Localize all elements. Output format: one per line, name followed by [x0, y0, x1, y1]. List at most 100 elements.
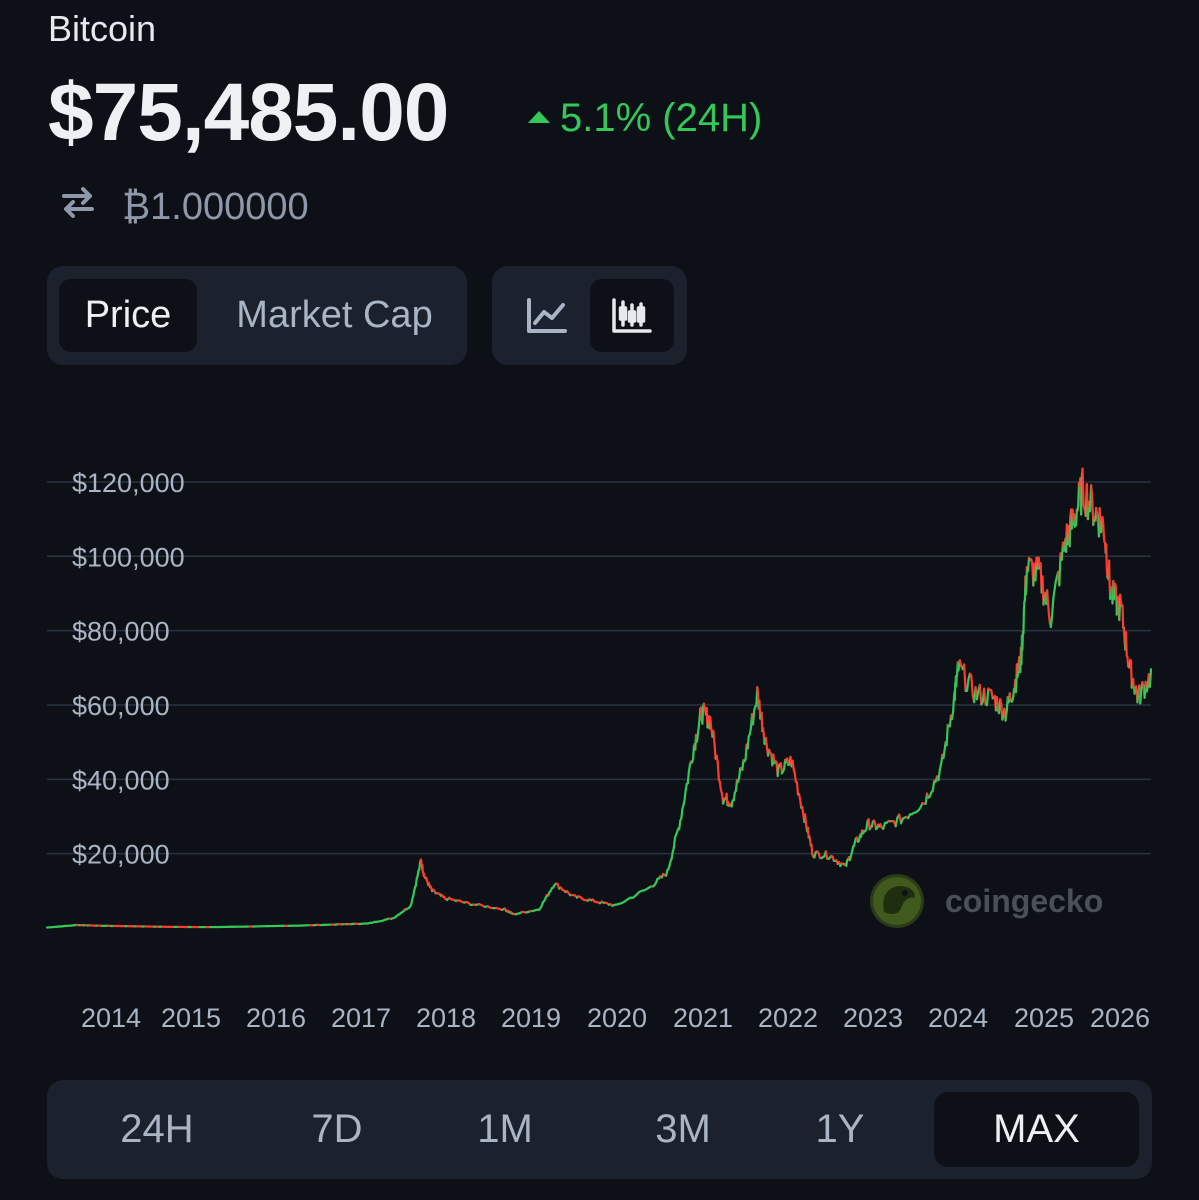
price-segment [1075, 508, 1078, 527]
x-tick-label: 2016 [246, 1003, 306, 1033]
price-segment [1046, 602, 1051, 617]
price-segment [732, 791, 736, 802]
price-chart[interactable]: $120,000 $100,000 $80,000 $60,000 $40,000 $20… [0, 440, 1199, 1040]
range-1y-button[interactable]: 1Y [815, 1107, 865, 1151]
price-segment [950, 710, 955, 720]
price-change-value: 5.1% (24H) [560, 96, 763, 140]
price-segment [1049, 614, 1054, 629]
watermark: coingecko [870, 874, 1103, 928]
price-segment [686, 770, 690, 785]
price-segment [978, 683, 983, 706]
price-segment [672, 836, 677, 849]
price-segment [709, 716, 713, 731]
tab-market-cap[interactable]: Market Cap [236, 294, 433, 336]
price-segment [1105, 543, 1108, 569]
price-segment [776, 763, 780, 778]
conversion-value: ₿1.000000 [122, 185, 309, 228]
price-segment [983, 687, 987, 706]
price-segment [894, 816, 899, 828]
y-tick-label: $120,000 [72, 468, 185, 498]
price-segment [1099, 519, 1103, 534]
price-segment [1080, 476, 1083, 516]
price-segment [1132, 678, 1135, 690]
x-tick-label: 2017 [331, 1003, 391, 1033]
price-segment [1101, 515, 1105, 525]
price-segment [414, 877, 418, 887]
price-segment [1107, 559, 1111, 586]
price-change: 5.1% (24H) [528, 96, 762, 141]
price-segment [1042, 596, 1046, 606]
price-segment [1124, 631, 1128, 657]
x-tick-label: 2014 [81, 1003, 141, 1033]
price-segment [1052, 589, 1056, 600]
price-segment [804, 813, 807, 823]
time-range-selector: 24H 7D 1M 3M 1Y MAX [47, 1080, 1152, 1179]
price-segment [680, 807, 684, 820]
price-segment [945, 723, 949, 747]
watermark-text: coingecko [945, 883, 1103, 919]
x-tick-label: 2025 [1014, 1003, 1074, 1033]
price-segment [1098, 507, 1102, 522]
y-tick-label: $80,000 [72, 617, 170, 647]
range-max-button[interactable]: MAX [934, 1092, 1139, 1167]
price-segment [995, 696, 1000, 713]
axis-edge-mask [1152, 1000, 1199, 1040]
price-segment [716, 760, 720, 781]
price-segment [804, 820, 808, 830]
y-tick-label: $40,000 [72, 765, 170, 795]
line-chart-button[interactable] [506, 279, 588, 352]
price-segment [1014, 683, 1018, 694]
x-tick-label: 2026 [1090, 1003, 1150, 1033]
price-segment [678, 819, 682, 831]
price-segment [990, 689, 994, 700]
price-segment [684, 782, 688, 792]
swap-icon[interactable] [58, 182, 98, 232]
price-segment [1096, 514, 1100, 527]
price-segment [687, 763, 692, 773]
price-segment [738, 767, 742, 779]
price-segment [683, 789, 687, 802]
price-segment [795, 780, 800, 796]
x-tick-label: 2020 [587, 1003, 647, 1033]
line-chart-icon [527, 297, 567, 333]
price-segment [1068, 516, 1072, 548]
price-segment [1119, 593, 1123, 604]
y-tick-label: $20,000 [72, 840, 170, 870]
price-segment [1121, 604, 1125, 629]
y-tick-label: $60,000 [72, 691, 170, 721]
candlestick-button[interactable] [590, 279, 674, 352]
price-segment [751, 709, 756, 726]
price-segment [1026, 556, 1031, 573]
conversion-row: ₿1.000000 [58, 182, 309, 232]
price-segment [1050, 597, 1055, 618]
price-segment [712, 729, 716, 746]
y-tick-label: $100,000 [72, 542, 185, 572]
price-segment [418, 860, 422, 871]
price-segment [931, 779, 936, 792]
price-segment [801, 805, 805, 816]
metric-tabs: Price Market Cap [47, 266, 467, 365]
price-segment [692, 745, 695, 760]
chart-type-toggle [492, 266, 687, 365]
current-price: $75,485.00 [48, 67, 449, 158]
coin-name: Bitcoin [48, 8, 157, 49]
range-24h-button[interactable]: 24H [120, 1107, 194, 1151]
x-tick-label: 2024 [928, 1003, 988, 1033]
x-tick-label: 2019 [501, 1003, 561, 1033]
price-segment [963, 663, 967, 693]
tab-price[interactable]: Price [59, 279, 197, 352]
price-segment [764, 736, 769, 750]
price-segment [970, 674, 974, 697]
up-arrow-icon [528, 110, 550, 123]
price-segment [793, 772, 797, 783]
price-segment [746, 735, 750, 750]
price-segment [1081, 467, 1085, 507]
price-segment [701, 705, 705, 725]
price-segment [1053, 580, 1057, 592]
price-segment [975, 689, 980, 701]
price-segment [718, 781, 723, 792]
price-segment [1047, 614, 1052, 625]
range-3m-button[interactable]: 3M [655, 1107, 711, 1151]
range-7d-button[interactable]: 7D [311, 1107, 363, 1151]
range-1m-button[interactable]: 1M [477, 1107, 533, 1151]
